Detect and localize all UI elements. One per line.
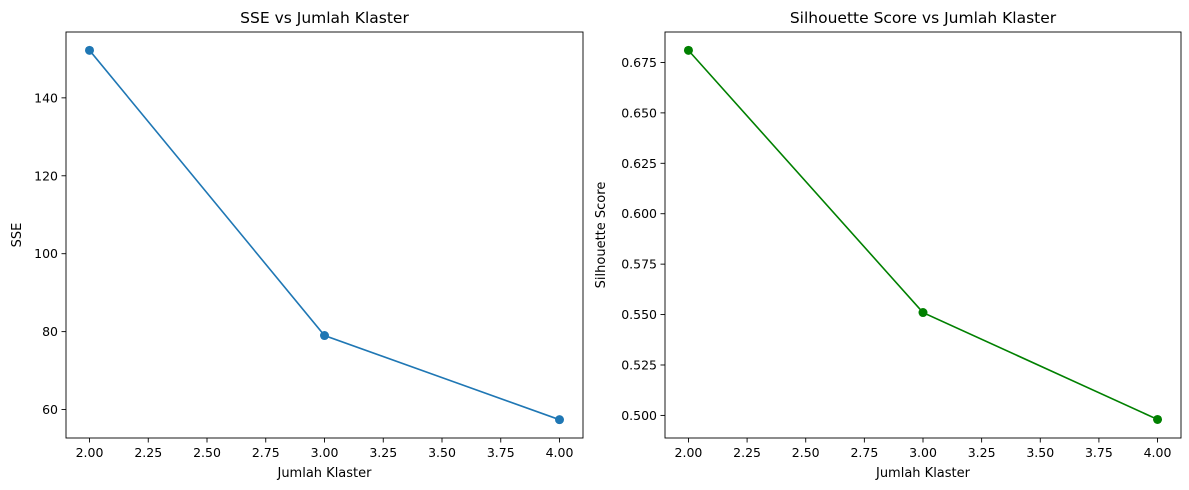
- x-tick-label: 2.00: [675, 445, 703, 460]
- x-axis-label: Jumlah Klaster: [276, 466, 372, 481]
- y-tick-label: 100: [34, 246, 58, 261]
- x-tick-label: 2.50: [193, 445, 221, 460]
- x-axis-label: Jumlah Klaster: [875, 466, 971, 481]
- x-tick-label: 3.75: [1085, 445, 1113, 460]
- x-tick-label: 3.25: [369, 445, 397, 460]
- y-tick-label: 140: [34, 90, 58, 105]
- x-tick-label: 3.25: [968, 445, 996, 460]
- chart-title: Silhouette Score vs Jumlah Klaster: [790, 9, 1057, 27]
- x-tick-label: 2.75: [252, 445, 280, 460]
- data-point: [555, 415, 564, 425]
- data-point: [918, 308, 928, 318]
- x-tick-label: 3.50: [428, 445, 456, 460]
- plot-frame: [65, 31, 584, 439]
- x-tick-label: 2.25: [733, 445, 761, 460]
- x-tick-label: 4.00: [1144, 445, 1172, 460]
- y-tick-label: 80: [42, 324, 58, 339]
- x-tick-label: 2.00: [76, 445, 104, 460]
- y-tick-label: 0.650: [621, 105, 657, 120]
- series-line: [687, 49, 1158, 421]
- y-tick-label: 0.600: [621, 206, 657, 221]
- x-tick-label: 3.00: [311, 445, 339, 460]
- y-tick-label: 0.625: [621, 156, 657, 171]
- y-tick-label: 0.525: [621, 357, 657, 372]
- chart-1: SSE vs Jumlah Klaster 2.00 2.25 2.50 2.75 3.0…: [10, 9, 584, 481]
- data-point: [683, 45, 693, 55]
- chart-title: SSE vs Jumlah Klaster: [240, 9, 409, 27]
- chart-2: Silhouette Score vs Jumlah Klaster 2.00 2.…: [594, 9, 1182, 481]
- y-tick-label: 0.575: [621, 257, 657, 272]
- y-tick-label: 60: [42, 402, 58, 417]
- x-tick-label: 4.00: [546, 445, 574, 460]
- y-axis-label: Silhouette Score: [594, 182, 609, 289]
- x-tick-label: 2.75: [850, 445, 878, 460]
- y-tick-label: 0.500: [621, 408, 657, 423]
- y-tick-label: 120: [34, 168, 58, 183]
- x-tick-label: 3.75: [487, 445, 515, 460]
- series-line: [88, 49, 560, 421]
- y-axis-label: SSE: [10, 223, 25, 248]
- y-tick-label: 0.675: [621, 55, 657, 70]
- x-tick-label: 3.50: [1026, 445, 1054, 460]
- x-tick-label: 3.00: [909, 445, 937, 460]
- data-point: [85, 45, 94, 55]
- plot-frame: [664, 31, 1182, 439]
- x-tick-label: 2.50: [792, 445, 820, 460]
- data-point: [1153, 414, 1163, 424]
- x-tick-label: 2.25: [134, 445, 162, 460]
- data-point: [320, 331, 329, 341]
- y-tick-label: 0.550: [621, 307, 657, 322]
